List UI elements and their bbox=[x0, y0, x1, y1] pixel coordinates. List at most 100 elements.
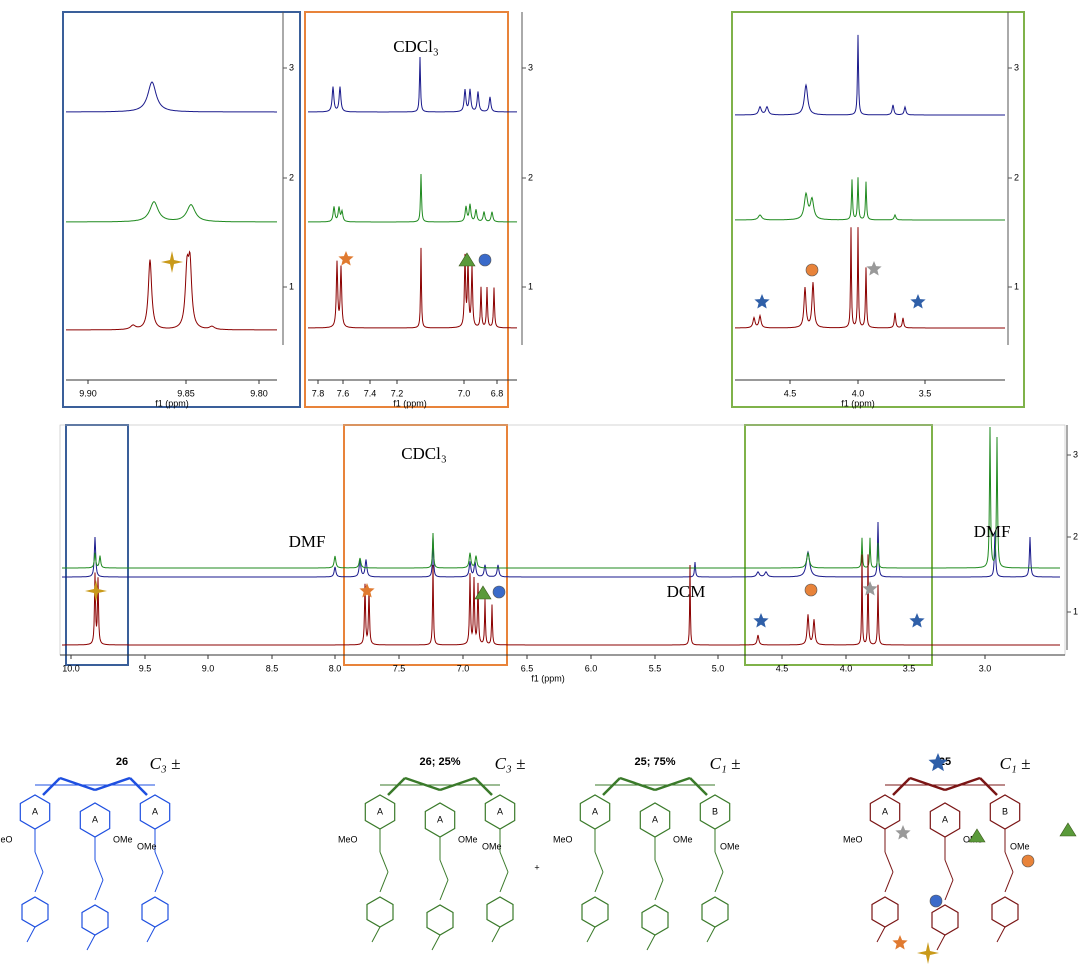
marker-circle bbox=[492, 585, 506, 599]
inset-box bbox=[731, 11, 1025, 408]
bond bbox=[654, 879, 664, 901]
ring bbox=[141, 896, 169, 928]
bond bbox=[439, 879, 449, 901]
bond bbox=[619, 776, 656, 792]
annotation: CDCl₃ bbox=[393, 37, 439, 56]
marker-circle bbox=[804, 583, 818, 597]
trace-label: 1 bbox=[528, 281, 533, 291]
x-tick-label: 6.0 bbox=[585, 663, 598, 673]
substituent: OMe bbox=[1010, 841, 1030, 851]
marker-star bbox=[754, 294, 770, 309]
marker-star bbox=[928, 753, 948, 772]
trace-label: 1 bbox=[1073, 606, 1078, 616]
x-tick-label: 4.5 bbox=[776, 663, 789, 673]
bond bbox=[474, 777, 493, 796]
bond bbox=[944, 859, 954, 881]
trace-label: 2 bbox=[1073, 531, 1078, 541]
bond bbox=[94, 776, 131, 792]
bond bbox=[439, 859, 449, 881]
trace-label: 1 bbox=[1014, 281, 1019, 291]
bond bbox=[706, 926, 716, 943]
bond bbox=[892, 777, 911, 796]
trace-label: 2 bbox=[289, 172, 294, 182]
marker-circle bbox=[1021, 854, 1035, 868]
bond bbox=[979, 777, 998, 796]
x-tick-label: 4.0 bbox=[840, 663, 853, 673]
x-tick-label: 4.5 bbox=[784, 388, 797, 398]
substituent: OMe bbox=[482, 841, 502, 851]
bond bbox=[129, 777, 148, 796]
x-tick-label: 7.4 bbox=[364, 388, 377, 398]
marker-star bbox=[862, 581, 878, 596]
plus-sign: + bbox=[534, 862, 539, 872]
x-tick-label: 6.8 bbox=[491, 388, 504, 398]
annotation: DMF bbox=[289, 532, 326, 551]
ring-label: A bbox=[377, 806, 383, 816]
ring-label: A bbox=[152, 806, 158, 816]
x-tick-label: 9.80 bbox=[250, 388, 268, 398]
marker-star bbox=[866, 261, 882, 276]
bond bbox=[944, 776, 981, 792]
substituent: OMe bbox=[720, 841, 740, 851]
bond bbox=[34, 871, 44, 893]
annotation: DCM bbox=[667, 582, 706, 601]
bond bbox=[996, 926, 1006, 943]
spectrum-trace bbox=[308, 247, 517, 329]
ring bbox=[366, 896, 394, 928]
spectrum-trace bbox=[62, 521, 1060, 578]
substituent: OMe bbox=[673, 834, 693, 844]
x-axis-label: f1 (ppm) bbox=[841, 398, 875, 408]
marker-circle bbox=[805, 263, 819, 277]
x-tick-label: 9.85 bbox=[177, 388, 195, 398]
bond bbox=[59, 776, 96, 792]
ring-label: A bbox=[652, 814, 658, 824]
spectrum-trace bbox=[62, 426, 1060, 569]
inset-box bbox=[304, 11, 509, 408]
annotation: DMF bbox=[974, 522, 1011, 541]
ring bbox=[81, 904, 109, 936]
spectrum-trace bbox=[308, 56, 517, 113]
bond bbox=[586, 926, 596, 943]
x-tick-label: 9.90 bbox=[79, 388, 97, 398]
symmetry-label: C₁ ± bbox=[1000, 754, 1031, 773]
ring bbox=[701, 896, 729, 928]
x-tick-label: 3.0 bbox=[979, 663, 992, 673]
substituent: OMe bbox=[113, 834, 133, 844]
x-tick-label: 7.2 bbox=[391, 388, 404, 398]
x-tick-label: 7.5 bbox=[393, 663, 406, 673]
ring bbox=[991, 896, 1019, 928]
bond bbox=[594, 871, 604, 893]
x-tick-label: 7.0 bbox=[458, 388, 471, 398]
ring-label: A bbox=[92, 814, 98, 824]
substituent: OMe bbox=[137, 841, 157, 851]
x-tick-label: 5.5 bbox=[649, 663, 662, 673]
trace-label: 3 bbox=[1014, 62, 1019, 72]
bond bbox=[146, 926, 156, 943]
bond bbox=[439, 776, 476, 792]
ring-label: A bbox=[592, 806, 598, 816]
ring bbox=[931, 904, 959, 936]
bond bbox=[371, 926, 381, 943]
substituent: MeO bbox=[843, 834, 863, 844]
structure-title: 25; 75% bbox=[635, 756, 676, 768]
x-axis-label: f1 (ppm) bbox=[393, 398, 427, 408]
trace-label: 1 bbox=[289, 281, 294, 291]
bond bbox=[94, 879, 104, 901]
symmetry-label: C₃ ± bbox=[150, 754, 181, 773]
bond bbox=[499, 871, 509, 893]
x-tick-label: 4.0 bbox=[852, 388, 865, 398]
bond bbox=[654, 776, 691, 792]
ring-label: B bbox=[712, 806, 718, 816]
bond bbox=[42, 777, 61, 796]
bond bbox=[499, 851, 509, 873]
bond bbox=[491, 926, 501, 943]
bond bbox=[602, 777, 621, 796]
spectrum-trace bbox=[307, 173, 518, 223]
x-tick-label: 8.5 bbox=[266, 663, 279, 673]
region-box bbox=[65, 424, 129, 666]
marker-star bbox=[909, 613, 925, 628]
spectrum-trace bbox=[66, 81, 277, 113]
bond bbox=[944, 879, 954, 901]
